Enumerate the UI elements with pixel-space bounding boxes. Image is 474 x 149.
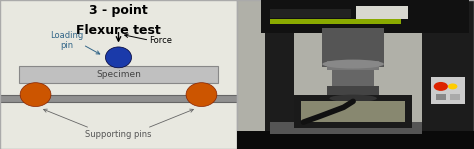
Bar — [431, 77, 465, 104]
Circle shape — [448, 83, 457, 89]
Bar — [270, 9, 351, 18]
Bar — [301, 101, 405, 122]
Ellipse shape — [329, 95, 377, 102]
Text: Flexure test: Flexure test — [76, 24, 161, 37]
Bar — [422, 0, 474, 149]
Bar — [450, 94, 460, 100]
Bar — [261, 0, 469, 33]
Text: Specimen: Specimen — [96, 70, 141, 79]
Bar — [0, 95, 237, 102]
Bar — [322, 28, 384, 67]
Bar — [436, 94, 446, 100]
Text: Loading
pin: Loading pin — [50, 31, 83, 50]
Ellipse shape — [186, 83, 217, 107]
Bar — [327, 86, 379, 98]
Text: 3 - point: 3 - point — [89, 4, 148, 17]
Bar — [270, 122, 422, 134]
Bar — [237, 131, 474, 149]
Circle shape — [434, 82, 448, 91]
Text: Supporting pins: Supporting pins — [85, 130, 152, 139]
Ellipse shape — [322, 60, 384, 69]
Bar — [356, 6, 408, 19]
Ellipse shape — [20, 83, 51, 107]
Ellipse shape — [105, 47, 131, 68]
Bar — [327, 61, 379, 70]
Bar — [265, 0, 294, 149]
Text: Force: Force — [149, 36, 173, 45]
Bar — [270, 19, 401, 24]
Bar — [294, 95, 412, 128]
Bar — [19, 66, 218, 83]
Bar — [332, 63, 374, 92]
